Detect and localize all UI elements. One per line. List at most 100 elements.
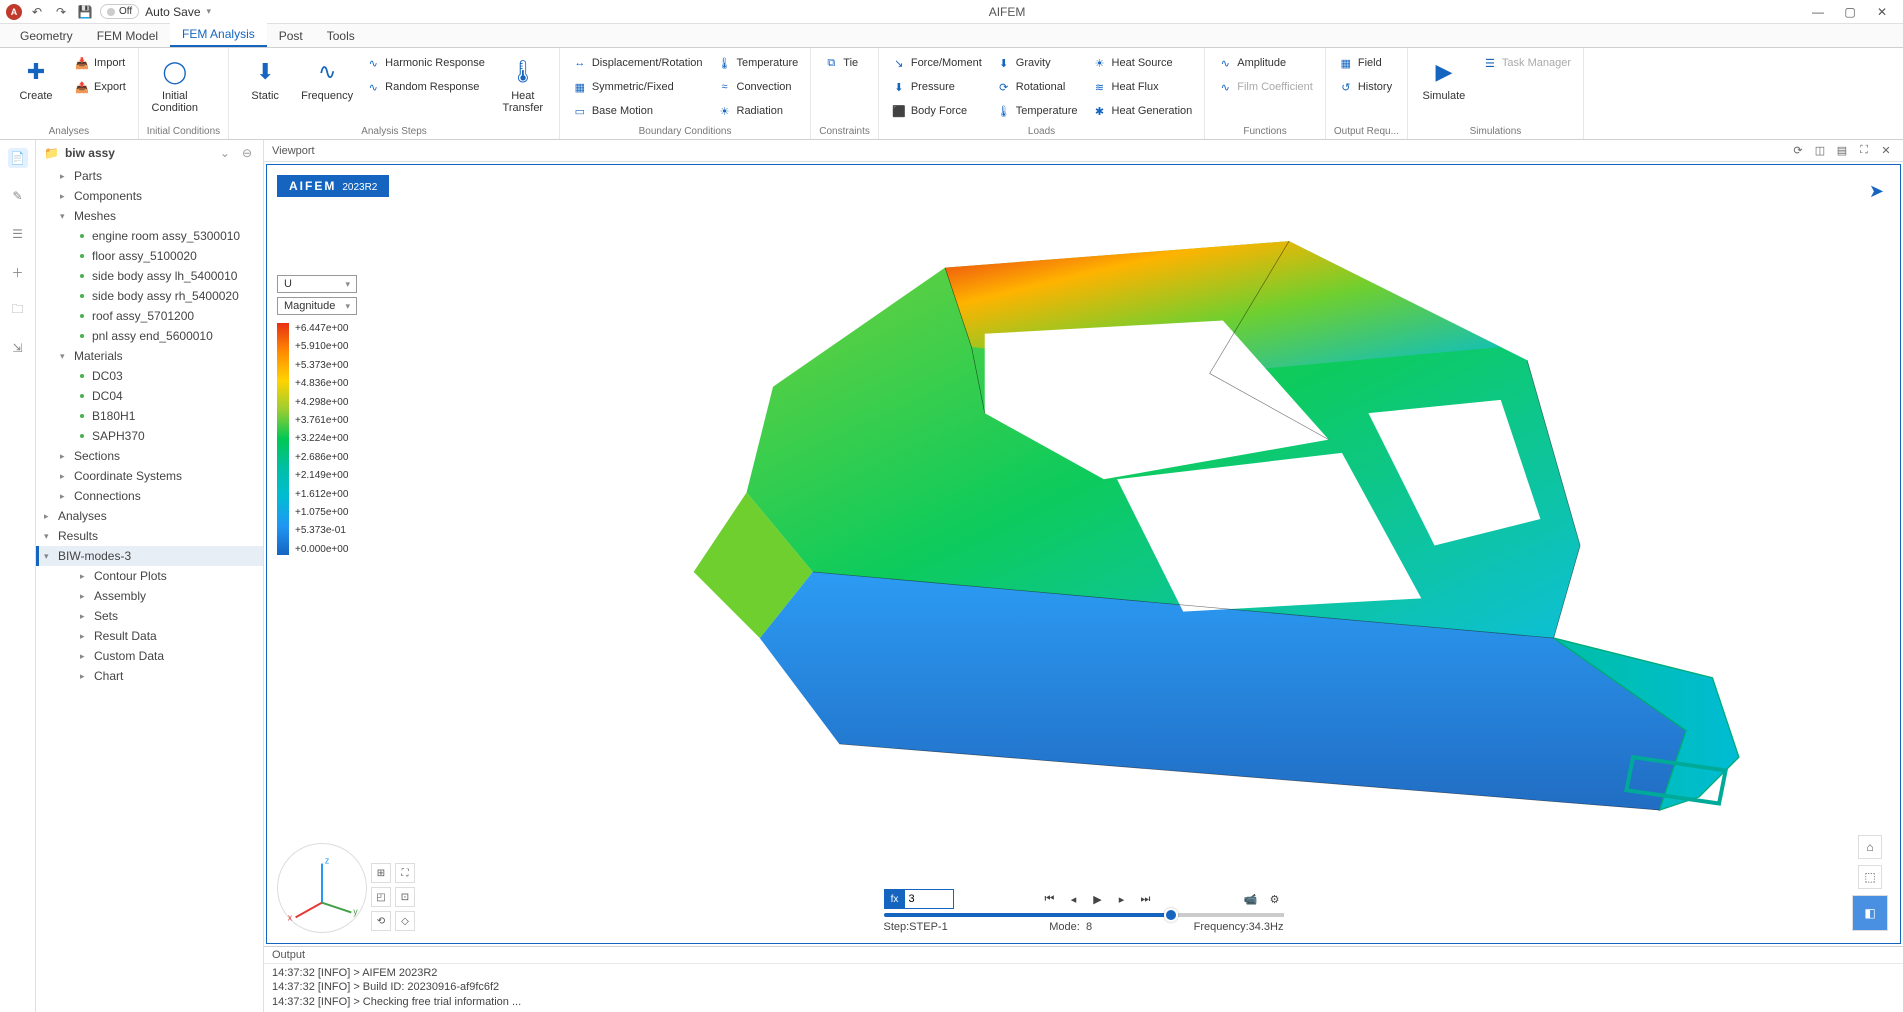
- tree-node[interactable]: B180H1: [36, 406, 263, 426]
- cursor-tool-icon[interactable]: ➤: [1869, 181, 1884, 202]
- tree-node[interactable]: SAPH370: [36, 426, 263, 446]
- cube-persp-icon[interactable]: ◧: [1852, 895, 1888, 931]
- ribbon-temperature[interactable]: 🌡Temperature: [992, 100, 1082, 122]
- ribbon-frequency[interactable]: ∿Frequency: [299, 52, 355, 102]
- view-ortho-icon[interactable]: ◇: [395, 911, 415, 931]
- ribbon-initial-condition[interactable]: ◯InitialCondition: [147, 52, 203, 114]
- tree-close-icon[interactable]: ⊖: [239, 146, 255, 160]
- ribbon-import[interactable]: 📥Import: [70, 52, 130, 74]
- tree-node[interactable]: ▸Assembly: [36, 586, 263, 606]
- ribbon-radiation[interactable]: ☀Radiation: [713, 100, 803, 122]
- ribbon-temperature[interactable]: 🌡Temperature: [713, 52, 803, 74]
- ribbon-rotational[interactable]: ⟳Rotational: [992, 76, 1082, 98]
- tree-node[interactable]: ▾Materials: [36, 346, 263, 366]
- skip-end-icon[interactable]: ⏭: [1137, 890, 1155, 908]
- skip-start-icon[interactable]: ⏮: [1041, 890, 1059, 908]
- redo-icon[interactable]: ↷: [52, 3, 70, 21]
- tree-node[interactable]: engine room assy_5300010: [36, 226, 263, 246]
- view-reset-icon[interactable]: ⟲: [371, 911, 391, 931]
- viewport-3d[interactable]: AIFEM 2023R2 ➤: [266, 164, 1901, 944]
- ribbon-force-moment[interactable]: ↘Force/Moment: [887, 52, 986, 74]
- view-grid-icon[interactable]: ⊡: [395, 887, 415, 907]
- view-xy-icon[interactable]: ◰: [371, 887, 391, 907]
- tree-node[interactable]: ▾Results: [36, 526, 263, 546]
- ribbon-heat-source[interactable]: ☀Heat Source: [1088, 52, 1197, 74]
- ribbon-export[interactable]: 📤Export: [70, 76, 130, 98]
- step-input[interactable]: fx: [884, 889, 954, 909]
- ribbon-heat-transfer[interactable]: 🌡HeatTransfer: [495, 52, 551, 114]
- tree-node[interactable]: ▸Chart: [36, 666, 263, 686]
- tree-node[interactable]: ▸Sets: [36, 606, 263, 626]
- rail-edit-icon[interactable]: ✎: [8, 186, 28, 206]
- menu-tab-post[interactable]: Post: [267, 25, 315, 47]
- ribbon-harmonic-response[interactable]: ∿Harmonic Response: [361, 52, 489, 74]
- viewport-close-icon[interactable]: ✕: [1877, 142, 1895, 160]
- rail-layers-icon[interactable]: ☰: [8, 224, 28, 244]
- tree-node[interactable]: ▸Sections: [36, 446, 263, 466]
- ribbon-random-response[interactable]: ∿Random Response: [361, 76, 489, 98]
- viewport-expand-icon[interactable]: ⛶: [1855, 142, 1873, 160]
- rail-export-icon[interactable]: ⇲: [8, 338, 28, 358]
- tree-node[interactable]: ▸Components: [36, 186, 263, 206]
- tree-node[interactable]: ▸Result Data: [36, 626, 263, 646]
- step-back-icon[interactable]: ◂: [1065, 890, 1083, 908]
- cube-lock-icon[interactable]: ⬚: [1858, 865, 1882, 889]
- minimize-button[interactable]: —: [1803, 2, 1833, 22]
- ribbon-amplitude[interactable]: ∿Amplitude: [1213, 52, 1317, 74]
- ribbon-convection[interactable]: ≈Convection: [713, 76, 803, 98]
- ribbon-gravity[interactable]: ⬇Gravity: [992, 52, 1082, 74]
- tree-node[interactable]: ▾Meshes: [36, 206, 263, 226]
- ribbon-tie[interactable]: ⧉Tie: [819, 52, 862, 74]
- tree-node[interactable]: ▸Contour Plots: [36, 566, 263, 586]
- output-log[interactable]: 14:37:32 [INFO] > AIFEM 2023R214:37:32 […: [264, 964, 1903, 1012]
- step-value-input[interactable]: [905, 891, 953, 907]
- viewport-layout2-icon[interactable]: ▤: [1833, 142, 1851, 160]
- ribbon-body-force[interactable]: ⬛Body Force: [887, 100, 986, 122]
- tree-node[interactable]: ▸Coordinate Systems: [36, 466, 263, 486]
- menu-tab-fem-model[interactable]: FEM Model: [85, 25, 170, 47]
- ribbon-history[interactable]: ↺History: [1334, 76, 1396, 98]
- tree-node[interactable]: side body assy rh_5400020: [36, 286, 263, 306]
- close-button[interactable]: ✕: [1867, 2, 1897, 22]
- menu-tab-tools[interactable]: Tools: [315, 25, 367, 47]
- tree-node[interactable]: pnl assy end_5600010: [36, 326, 263, 346]
- tree-node[interactable]: ▸Custom Data: [36, 646, 263, 666]
- tree-node[interactable]: ▸Connections: [36, 486, 263, 506]
- model-tree[interactable]: ▸Parts▸Components▾Meshesengine room assy…: [36, 166, 263, 1012]
- ribbon-static[interactable]: ⬇Static: [237, 52, 293, 102]
- tree-node[interactable]: DC03: [36, 366, 263, 386]
- rail-model-icon[interactable]: 📄: [8, 148, 28, 168]
- playback-settings-icon[interactable]: ⚙: [1266, 890, 1284, 908]
- ribbon-heat-generation[interactable]: ✱Heat Generation: [1088, 100, 1197, 122]
- legend-variable-select[interactable]: U▾: [277, 275, 357, 293]
- tree-collapse-icon[interactable]: ⌄: [217, 146, 233, 160]
- tree-node[interactable]: DC04: [36, 386, 263, 406]
- tree-node[interactable]: floor assy_5100020: [36, 246, 263, 266]
- ribbon-heat-flux[interactable]: ≋Heat Flux: [1088, 76, 1197, 98]
- playback-slider[interactable]: [884, 913, 1284, 917]
- tree-node[interactable]: ▸Parts: [36, 166, 263, 186]
- viewport-refresh-icon[interactable]: ⟳: [1789, 142, 1807, 160]
- ribbon--simulate[interactable]: ▶ Simulate: [1416, 52, 1472, 102]
- autosave-toggle[interactable]: Off: [100, 4, 139, 19]
- menu-tab-fem-analysis[interactable]: FEM Analysis: [170, 23, 267, 47]
- tree-node[interactable]: roof assy_5701200: [36, 306, 263, 326]
- rail-folder-icon[interactable]: 🗀: [8, 300, 28, 320]
- cube-home-icon[interactable]: ⌂: [1858, 835, 1882, 859]
- save-icon[interactable]: 💾: [76, 3, 94, 21]
- view-iso-icon[interactable]: ⊞: [371, 863, 391, 883]
- rail-add-icon[interactable]: ＋: [8, 262, 28, 282]
- ribbon-symmetric-fixed[interactable]: ▦Symmetric/Fixed: [568, 76, 707, 98]
- undo-icon[interactable]: ↶: [28, 3, 46, 21]
- menu-tab-geometry[interactable]: Geometry: [8, 25, 85, 47]
- tree-node[interactable]: ▸Analyses: [36, 506, 263, 526]
- ribbon-create[interactable]: ✚Create: [8, 52, 64, 102]
- ribbon-pressure[interactable]: ⬇Pressure: [887, 76, 986, 98]
- ribbon-field[interactable]: ▦Field: [1334, 52, 1396, 74]
- view-fit-icon[interactable]: ⛶: [395, 863, 415, 883]
- viewport-layout1-icon[interactable]: ◫: [1811, 142, 1829, 160]
- legend-component-select[interactable]: Magnitude▾: [277, 297, 357, 315]
- play-icon[interactable]: ▶: [1089, 890, 1107, 908]
- maximize-button[interactable]: ▢: [1835, 2, 1865, 22]
- ribbon-displacement-rotation[interactable]: ↔Displacement/Rotation: [568, 52, 707, 74]
